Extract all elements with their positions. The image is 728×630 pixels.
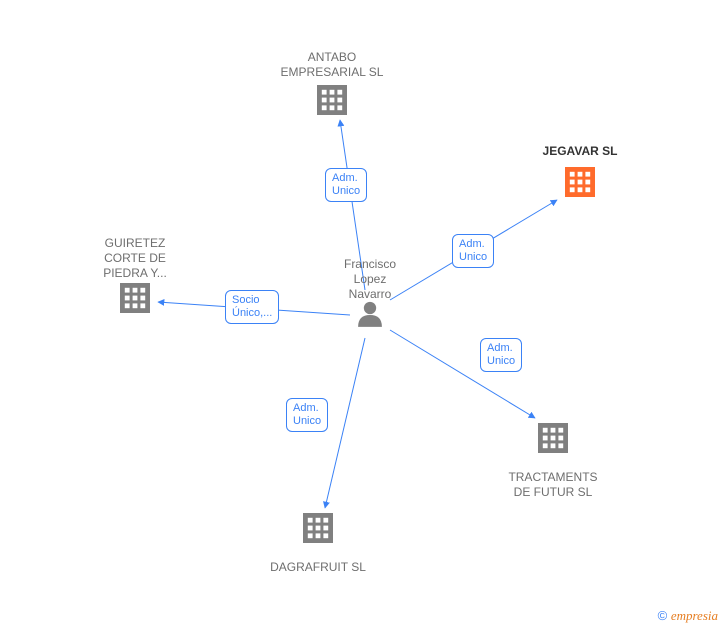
watermark: © empresia: [658, 608, 718, 624]
edge-label-jegavar[interactable]: Adm. Unico: [452, 234, 494, 268]
brand-text: empresia: [671, 608, 718, 623]
edge-label-antabo[interactable]: Adm. Unico: [325, 168, 367, 202]
building-icon-dagrafruit[interactable]: [303, 513, 333, 543]
node-label-antabo[interactable]: ANTABO EMPRESARIAL SL: [267, 50, 397, 80]
copyright-symbol: ©: [658, 608, 668, 623]
node-label-tractaments[interactable]: TRACTAMENTS DE FUTUR SL: [488, 470, 618, 500]
edge-label-dagrafruit[interactable]: Adm. Unico: [286, 398, 328, 432]
edge-person-dagrafruit: [325, 338, 365, 508]
edge-label-guiretez[interactable]: Socio Único,...: [225, 290, 279, 324]
node-label-jegavar[interactable]: JEGAVAR SL: [525, 144, 635, 159]
edge-label-tractaments[interactable]: Adm. Unico: [480, 338, 522, 372]
person-icon[interactable]: [358, 302, 382, 327]
building-icon-antabo[interactable]: [317, 85, 347, 115]
building-icon-guiretez[interactable]: [120, 283, 150, 313]
building-icon-jegavar[interactable]: [565, 167, 595, 197]
center-node-label: Francisco Lopez Navarro: [325, 257, 415, 302]
building-icon-tractaments[interactable]: [538, 423, 568, 453]
diagram-canvas: [0, 0, 728, 630]
node-label-guiretez[interactable]: GUIRETEZ CORTE DE PIEDRA Y...: [85, 236, 185, 281]
node-label-dagrafruit[interactable]: DAGRAFRUIT SL: [253, 560, 383, 575]
